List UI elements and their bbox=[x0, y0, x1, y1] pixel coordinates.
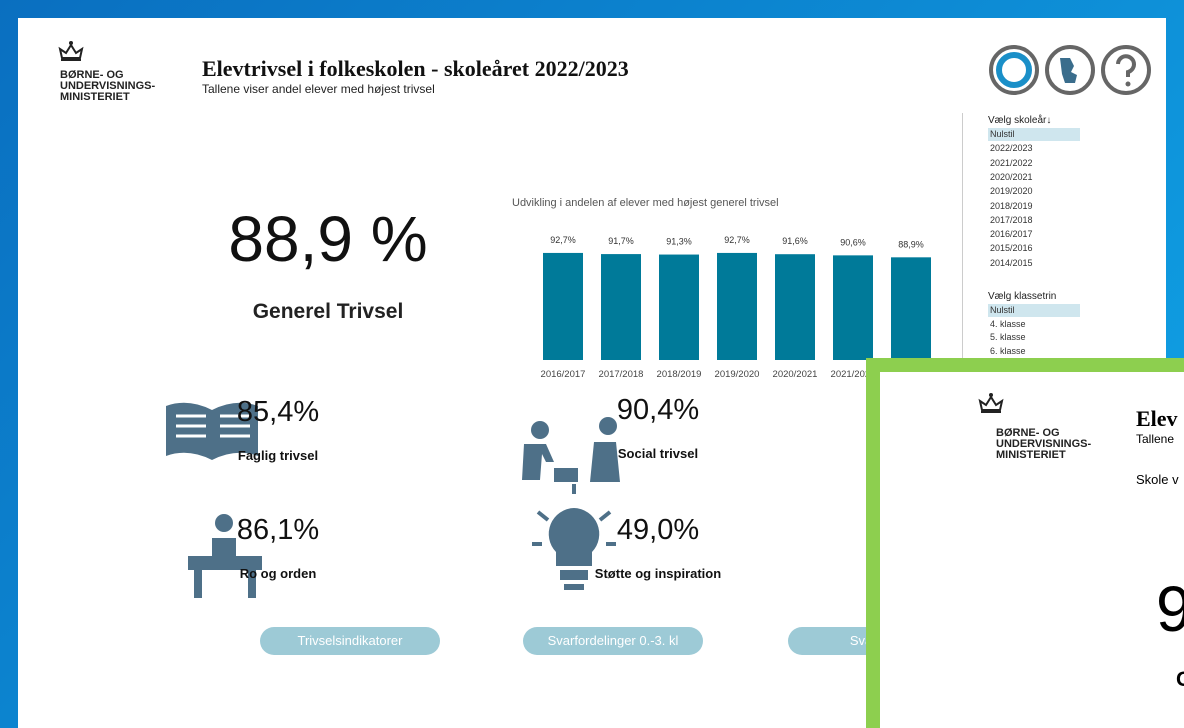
x-tick-label: 2021/2022 bbox=[831, 369, 876, 378]
x-tick-label: 2016/2017 bbox=[541, 369, 586, 378]
divider bbox=[962, 113, 963, 358]
filter-option[interactable]: 6. klasse bbox=[990, 345, 1026, 356]
value-label: 92,7% bbox=[724, 235, 750, 245]
filter-option[interactable]: 2022/2023 bbox=[990, 143, 1033, 154]
value-label: 92,7% bbox=[550, 235, 576, 245]
logo-line: BØRNE- OG bbox=[996, 427, 1060, 439]
indicator-label: Ro og orden bbox=[239, 566, 317, 581]
indicator-label: Social trivsel bbox=[617, 446, 699, 461]
crown-icon bbox=[978, 393, 1004, 413]
title: Elevtrivsel i folkeskolen - skoleåret 20… bbox=[202, 56, 629, 81]
bar bbox=[775, 254, 815, 360]
indicator-value: 49,0% bbox=[616, 514, 700, 546]
logo-text: BØRNE- OG UNDERVISNINGS- MINISTERIET bbox=[996, 428, 1091, 461]
filter-title: Vælg klassetrin bbox=[988, 291, 1057, 302]
bar bbox=[717, 252, 757, 360]
overlay-window: BØRNE- OG UNDERVISNINGS- MINISTERIET Elev … bbox=[866, 358, 1184, 728]
chart-title: Udvikling i andelen af elever med højest… bbox=[512, 197, 779, 209]
filter-option[interactable]: 2020/2021 bbox=[990, 171, 1033, 182]
logo-line: MINISTERIET bbox=[996, 449, 1066, 461]
filter-option[interactable]: 2017/2018 bbox=[990, 214, 1033, 225]
value-label: 91,7% bbox=[608, 236, 634, 246]
value-label: 90,6% bbox=[840, 237, 866, 247]
logo-line: MINISTERIET bbox=[60, 91, 130, 103]
value-label: 88,9% bbox=[898, 239, 924, 249]
logo-line: BØRNE- OG bbox=[60, 69, 124, 81]
x-tick-label: 2019/2020 bbox=[715, 369, 760, 378]
bar-chart: Udvikling i andelen af elever med højest… bbox=[512, 197, 933, 378]
filter-option[interactable]: 2016/2017 bbox=[990, 229, 1033, 240]
bar bbox=[891, 257, 931, 360]
filter-title: Vælg skoleår↓ bbox=[988, 115, 1052, 126]
toolbar-icons bbox=[989, 45, 1151, 95]
refresh-button[interactable] bbox=[989, 45, 1039, 95]
indicator-icons bbox=[166, 402, 262, 598]
bar bbox=[543, 252, 583, 360]
filter-option[interactable]: 2015/2016 bbox=[990, 243, 1033, 254]
desk-icon bbox=[188, 538, 262, 598]
kpi-value: 88,9 % bbox=[228, 203, 428, 275]
overlay-panel: BØRNE- OG UNDERVISNINGS- MINISTERIET Elev … bbox=[880, 372, 1184, 728]
value-label: 91,3% bbox=[666, 237, 692, 247]
filter-option[interactable]: 2019/2020 bbox=[990, 186, 1033, 197]
indicator-icons-2 bbox=[522, 417, 620, 590]
help-button[interactable] bbox=[1101, 45, 1151, 95]
kpi-label: Generel Trivsel bbox=[252, 300, 404, 323]
overlay-title: Elev bbox=[1136, 406, 1178, 431]
indicator-value: 86,1% bbox=[236, 514, 320, 546]
nav-button[interactable]: Trivselsindikatorer bbox=[260, 627, 440, 655]
filter-option[interactable]: 2021/2022 bbox=[990, 157, 1033, 168]
indicator-value: 90,4% bbox=[616, 394, 700, 426]
overlay-kpi: 9 bbox=[1156, 573, 1184, 645]
indicator-label: Støtte og inspiration bbox=[594, 566, 722, 581]
filter-option[interactable]: 2018/2019 bbox=[990, 200, 1033, 211]
nav-button[interactable]: Svarfordelinger 0.-3. kl bbox=[523, 627, 703, 655]
filter-option[interactable]: 4. klasse bbox=[990, 318, 1026, 329]
filter-option[interactable]: Nulstil bbox=[988, 304, 1080, 317]
filter-option[interactable]: Nulstil bbox=[988, 128, 1080, 141]
subtitle: Tallene viser andel elever med højest tr… bbox=[202, 82, 435, 96]
overlay-kpi-label: G bbox=[1176, 668, 1184, 692]
overlay-subtitle: Tallene bbox=[1136, 432, 1175, 446]
logo-line: UNDERVISNINGS- bbox=[60, 80, 156, 92]
x-tick-label: 2020/2021 bbox=[773, 369, 818, 378]
indicator-value: 85,4% bbox=[236, 396, 320, 428]
pupil-icon bbox=[215, 514, 233, 532]
logo-line: UNDERVISNINGS- bbox=[996, 438, 1092, 450]
filter-option[interactable]: 2014/2015 bbox=[990, 257, 1033, 268]
bar bbox=[601, 254, 641, 360]
crown-icon bbox=[58, 41, 84, 61]
x-tick-label: 2018/2019 bbox=[657, 369, 702, 378]
bar bbox=[659, 254, 699, 360]
indicator-label: Faglig trivsel bbox=[237, 448, 319, 463]
bar bbox=[833, 255, 873, 360]
book-lines bbox=[176, 414, 250, 438]
value-label: 91,6% bbox=[782, 236, 808, 246]
logo-text: BØRNE- OG UNDERVISNINGS- MINISTERIET bbox=[60, 70, 155, 103]
filter-option[interactable]: 5. klasse bbox=[990, 332, 1026, 342]
overlay-text: Skole v bbox=[1136, 472, 1179, 487]
x-tick-label: 2017/2018 bbox=[599, 369, 644, 378]
map-button[interactable] bbox=[1045, 45, 1095, 95]
